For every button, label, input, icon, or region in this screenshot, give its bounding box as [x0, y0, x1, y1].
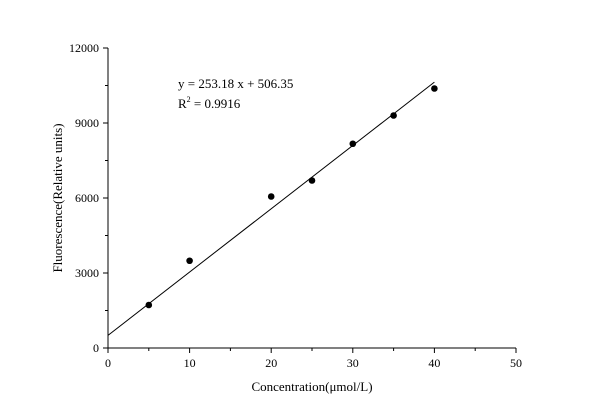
x-axis-title: Concentration(μmol/L)	[251, 379, 372, 394]
x-tick-label: 0	[105, 356, 111, 370]
x-axis-ticks: 0 10 20 30 40 50	[105, 348, 522, 370]
x-tick-label: 50	[510, 356, 522, 370]
x-tick-label: 40	[428, 356, 440, 370]
data-point	[267, 193, 275, 200]
y-axis-ticks: 0 3000 6000 9000 12000	[69, 41, 108, 355]
r-squared-label: R2 = 0.9916	[178, 95, 241, 111]
data-point	[308, 177, 316, 184]
axes: 0 10 20 30 40 50 0 3000 6000 9000 12000	[69, 41, 522, 370]
y-tick-label: 6000	[75, 191, 99, 205]
data-point	[349, 140, 357, 148]
r-squared-prefix: R	[178, 96, 187, 111]
regression-line	[107, 81, 435, 336]
data-point	[431, 85, 438, 92]
y-tick-label: 0	[93, 341, 99, 355]
y-axis-title: Fluorescence(Relative units)	[50, 123, 65, 272]
data-point	[145, 301, 153, 309]
data-points	[145, 85, 438, 309]
x-tick-label: 20	[265, 356, 277, 370]
data-point	[186, 257, 193, 265]
equation-label: y = 253.18 x + 506.35	[178, 76, 293, 91]
r-squared-value: = 0.9916	[191, 96, 241, 111]
r-squared-superscript: 2	[187, 95, 191, 104]
x-tick-label: 30	[347, 356, 359, 370]
y-tick-label: 3000	[75, 266, 99, 280]
y-tick-label: 9000	[75, 116, 99, 130]
equation-annotation: y = 253.18 x + 506.35 R2 = 0.9916	[178, 76, 293, 111]
x-tick-label: 10	[184, 356, 196, 370]
data-point	[390, 112, 397, 119]
y-tick-label: 12000	[69, 41, 99, 55]
